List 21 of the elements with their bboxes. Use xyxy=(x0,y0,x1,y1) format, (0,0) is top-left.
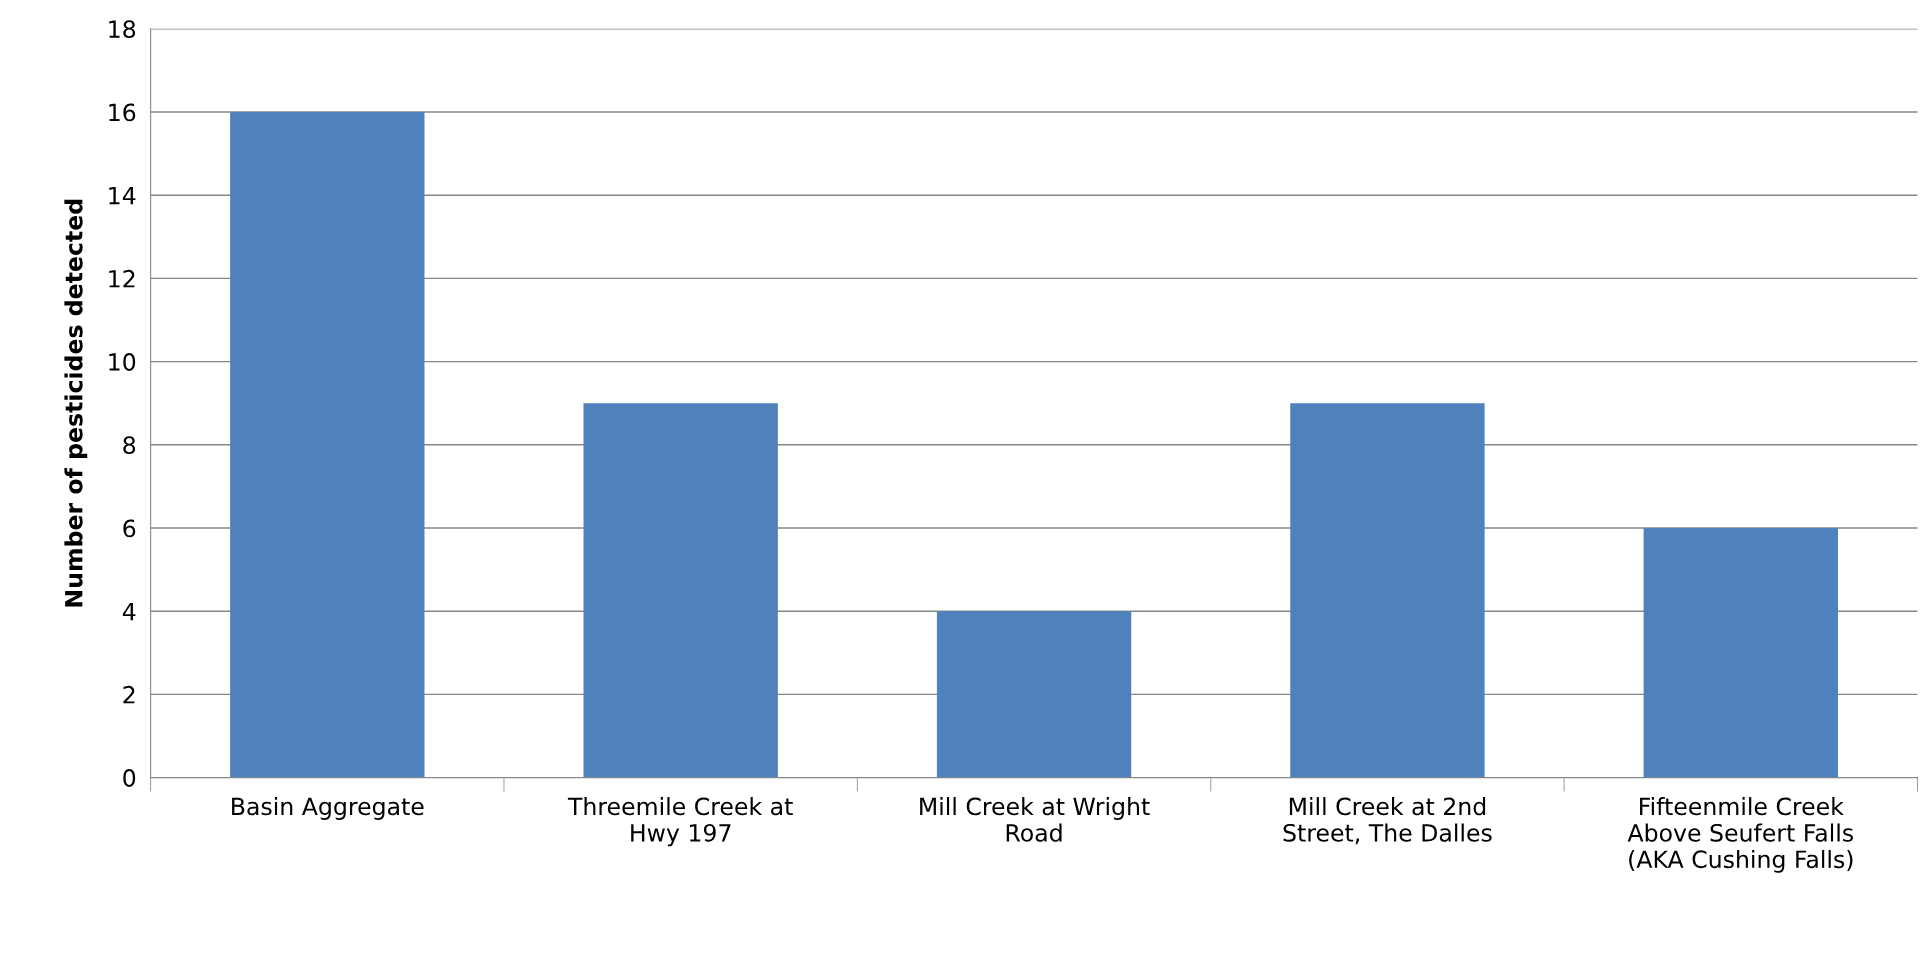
x-tick-label: Mill Creek at 2nd Street, The Dalles xyxy=(1283,797,1492,845)
y-tick-label: 18 xyxy=(109,20,136,39)
y-tick-label: 16 xyxy=(109,103,136,122)
y-tick-label: 10 xyxy=(109,353,136,371)
x-tick-label: Mill Creek at Wright Road xyxy=(920,797,1150,842)
y-tick-label: 6 xyxy=(123,519,136,538)
y-tick-label: 4 xyxy=(122,602,136,621)
bar xyxy=(230,112,425,778)
bar xyxy=(1643,528,1838,778)
y-tick-label: 2 xyxy=(123,685,135,704)
bar xyxy=(1290,403,1485,778)
y-tick-label: 8 xyxy=(123,436,136,455)
y-tick-label: 0 xyxy=(123,769,136,787)
x-tick-label: Basin Aggregate xyxy=(232,797,424,820)
bar xyxy=(936,611,1132,778)
y-tick-label: 12 xyxy=(109,269,135,288)
y-axis-title: Number of pesticides detected xyxy=(64,199,88,607)
y-tick-label: 14 xyxy=(109,186,136,205)
bar xyxy=(583,403,778,778)
x-tick-label: Fifteenmile Creek Above Seufert Falls (AKA Cushing Falls) xyxy=(1627,797,1853,873)
x-tick-label: Threemile Creek at Hwy 197 xyxy=(567,797,793,847)
